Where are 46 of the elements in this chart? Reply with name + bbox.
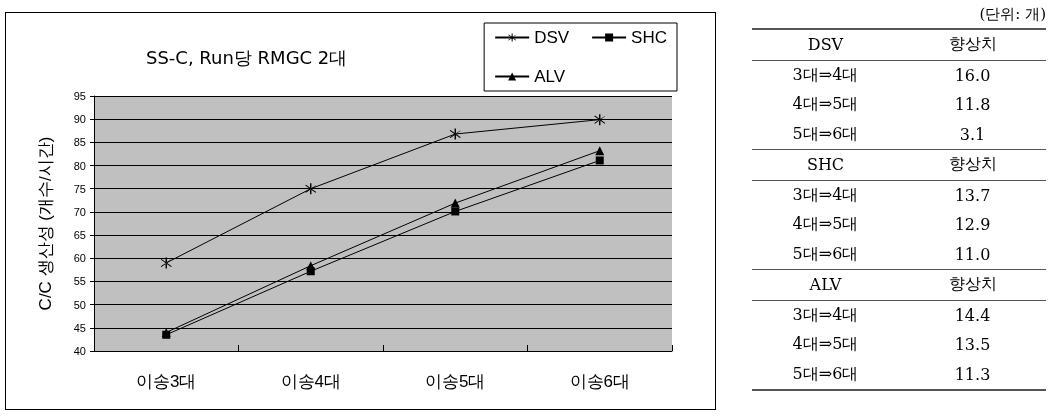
text: 5대⇒6대 xyxy=(791,122,860,145)
y-tick-label: 75 xyxy=(73,182,86,195)
x-tick-label: 이송6대 xyxy=(569,372,630,391)
x-tick-label: 이송5대 xyxy=(425,372,486,391)
text: DSV xyxy=(806,34,845,57)
text: ALV xyxy=(808,274,843,297)
y-tick-label: 65 xyxy=(73,229,86,242)
x-tick-label: 이송4대 xyxy=(280,372,341,391)
text: 16.0 xyxy=(953,64,992,87)
text: 4대⇒5대 xyxy=(791,93,860,116)
text: 3대⇒4대 xyxy=(791,303,860,326)
text: 향상치 xyxy=(947,273,998,296)
y-tick-label: 85 xyxy=(73,136,86,149)
y-tick-label: 45 xyxy=(73,321,86,334)
y-tick-label: 90 xyxy=(73,113,86,126)
text: (단위: 개) xyxy=(979,5,1046,24)
text: SHC xyxy=(805,154,846,177)
text: 13.5 xyxy=(953,334,992,357)
x-tick-label: 이송3대 xyxy=(136,372,197,391)
y-tick-label: 95 xyxy=(73,90,86,102)
text: 3대⇒4대 xyxy=(791,183,860,206)
y-tick-label: 40 xyxy=(73,345,86,357)
legend-label: ALV xyxy=(534,67,566,86)
text: 5대⇒6대 xyxy=(791,362,860,385)
y-tick-label: 50 xyxy=(73,298,86,311)
text: 4대⇒5대 xyxy=(791,333,860,356)
y-tick-label: 80 xyxy=(73,159,86,172)
text: 4대⇒5대 xyxy=(791,213,860,236)
text: 향상치 xyxy=(947,153,998,176)
text: 11.0 xyxy=(953,243,992,266)
text: 13.7 xyxy=(953,184,992,207)
text: 5대⇒6대 xyxy=(791,242,860,265)
text: 14.4 xyxy=(953,304,992,327)
legend-label: SHC xyxy=(631,28,668,47)
text: 11.3 xyxy=(953,363,992,386)
text: 향상치 xyxy=(947,33,998,56)
text: 3대⇒4대 xyxy=(791,63,860,86)
text: 3.1 xyxy=(958,123,987,146)
y-tick-label: 55 xyxy=(73,275,86,288)
y-axis-title: C/C 생산성 (개수/시간) xyxy=(36,136,55,311)
y-tick-label: 70 xyxy=(73,205,86,218)
text: 12.9 xyxy=(953,214,992,237)
y-tick-label: 60 xyxy=(73,252,86,265)
chart-title: SS-C, Run당 RMGC 2대 xyxy=(146,46,348,68)
legend-label: DSV xyxy=(534,28,570,47)
text: 11.8 xyxy=(953,94,992,117)
